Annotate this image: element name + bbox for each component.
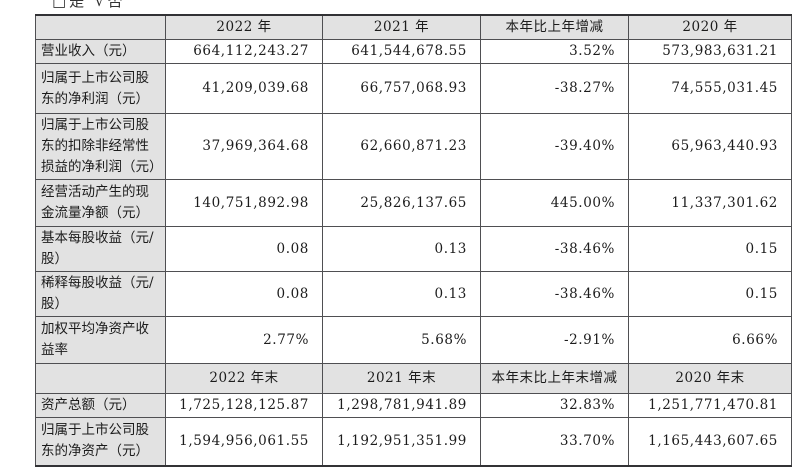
note-above-table: □是 √否 [52, 0, 126, 10]
cell-2020: 573,983,631.21 [628, 39, 792, 64]
cell-2020: 65,963,440.93 [628, 113, 792, 180]
row-label: 归属于上市公司股东的净利润（元） [35, 63, 166, 114]
cell-2021: 641,544,678.55 [322, 39, 481, 64]
cell-2022: 0.08 [165, 226, 323, 272]
eoy-header-row: 2022 年末 2021 年末 本年末比上年末增减 2020 年末 [35, 363, 792, 394]
cell-2021: 62,660,871.23 [322, 113, 481, 180]
cell-2022: 1,594,956,061.55 [165, 417, 323, 466]
cell-2022: 664,112,243.27 [165, 39, 323, 64]
cell-yoy-change: -2.91% [480, 316, 629, 364]
col-header-2021: 2021 年 [322, 14, 481, 40]
cell-2021: 66,757,068.93 [322, 63, 481, 114]
cell-2020: 0.15 [628, 226, 792, 272]
cell-2022: 2.77% [165, 316, 323, 364]
cell-2021: 0.13 [322, 226, 481, 272]
cell-yoy-change: 33.70% [480, 417, 629, 466]
row-label: 归属于上市公司股东的扣除非经常性损益的净利润（元） [35, 113, 166, 180]
cell-2020: 6.66% [628, 316, 792, 364]
cell-2022: 140,751,892.98 [165, 179, 323, 227]
cell-2022: 1,725,128,125.87 [165, 393, 323, 418]
cell-2021: 1,298,781,941.89 [322, 393, 481, 418]
row-label: 归属于上市公司股东的净资产（元） [35, 417, 166, 466]
financial-data-table: 2022 年 2021 年 本年比上年增减 2020 年 营业收入（元） 664… [35, 14, 792, 467]
corner-cell-blank [35, 363, 166, 394]
cell-yoy-change: -38.46% [480, 271, 629, 317]
corner-cell-blank [35, 14, 166, 40]
cell-yoy-change: 32.83% [480, 393, 629, 418]
cell-yoy-change: -38.27% [480, 63, 629, 114]
cell-2021: 5.68% [322, 316, 481, 364]
row-label: 加权平均净资产收益率 [35, 316, 166, 364]
table-row-total-assets: 资产总额（元） 1,725,128,125.87 1,298,781,941.8… [35, 393, 792, 418]
table-row-net-profit-deducted: 归属于上市公司股东的扣除非经常性损益的净利润（元） 37,969,364.68 … [35, 113, 792, 180]
cell-2020: 74,555,031.45 [628, 63, 792, 114]
table-row-weighted-avg-roe: 加权平均净资产收益率 2.77% 5.68% -2.91% 6.66% [35, 316, 792, 364]
col-header-2022: 2022 年 [165, 14, 323, 40]
cell-2021: 25,826,137.65 [322, 179, 481, 227]
row-label: 资产总额（元） [35, 393, 166, 418]
cell-2022: 0.08 [165, 271, 323, 317]
table-row-net-profit: 归属于上市公司股东的净利润（元） 41,209,039.68 66,757,06… [35, 63, 792, 114]
row-label: 经营活动产生的现金流量净额（元） [35, 179, 166, 227]
row-label: 稀释每股收益（元/股） [35, 271, 166, 317]
period-header-row: 2022 年 2021 年 本年比上年增减 2020 年 [35, 14, 792, 40]
cell-2020: 0.15 [628, 271, 792, 317]
col-header-2020-eoy: 2020 年末 [628, 363, 792, 394]
row-label: 营业收入（元） [35, 39, 166, 64]
col-header-eoy-change: 本年末比上年末增减 [480, 363, 629, 394]
col-header-2022-eoy: 2022 年末 [165, 363, 323, 394]
cell-2020: 11,337,301.62 [628, 179, 792, 227]
table-row-net-assets: 归属于上市公司股东的净资产（元） 1,594,956,061.55 1,192,… [35, 417, 792, 466]
col-header-2021-eoy: 2021 年末 [322, 363, 481, 394]
table-row-diluted-eps: 稀释每股收益（元/股） 0.08 0.13 -38.46% 0.15 [35, 271, 792, 317]
table-row-revenue: 营业收入（元） 664,112,243.27 641,544,678.55 3.… [35, 39, 792, 64]
cell-2020: 1,165,443,607.65 [628, 417, 792, 466]
cell-yoy-change: 445.00% [480, 179, 629, 227]
table-row-basic-eps: 基本每股收益（元/股） 0.08 0.13 -38.46% 0.15 [35, 226, 792, 272]
col-header-yoy-change: 本年比上年增减 [480, 14, 629, 40]
cell-yoy-change: -38.46% [480, 226, 629, 272]
cell-yoy-change: -39.40% [480, 113, 629, 180]
row-label: 基本每股收益（元/股） [35, 226, 166, 272]
cell-2022: 37,969,364.68 [165, 113, 323, 180]
cell-2022: 41,209,039.68 [165, 63, 323, 114]
table-row-operating-cash-flow: 经营活动产生的现金流量净额（元） 140,751,892.98 25,826,1… [35, 179, 792, 227]
cell-2020: 1,251,771,470.81 [628, 393, 792, 418]
cell-2021: 1,192,951,351.99 [322, 417, 481, 466]
col-header-2020: 2020 年 [628, 14, 792, 40]
cell-yoy-change: 3.52% [480, 39, 629, 64]
cell-2021: 0.13 [322, 271, 481, 317]
